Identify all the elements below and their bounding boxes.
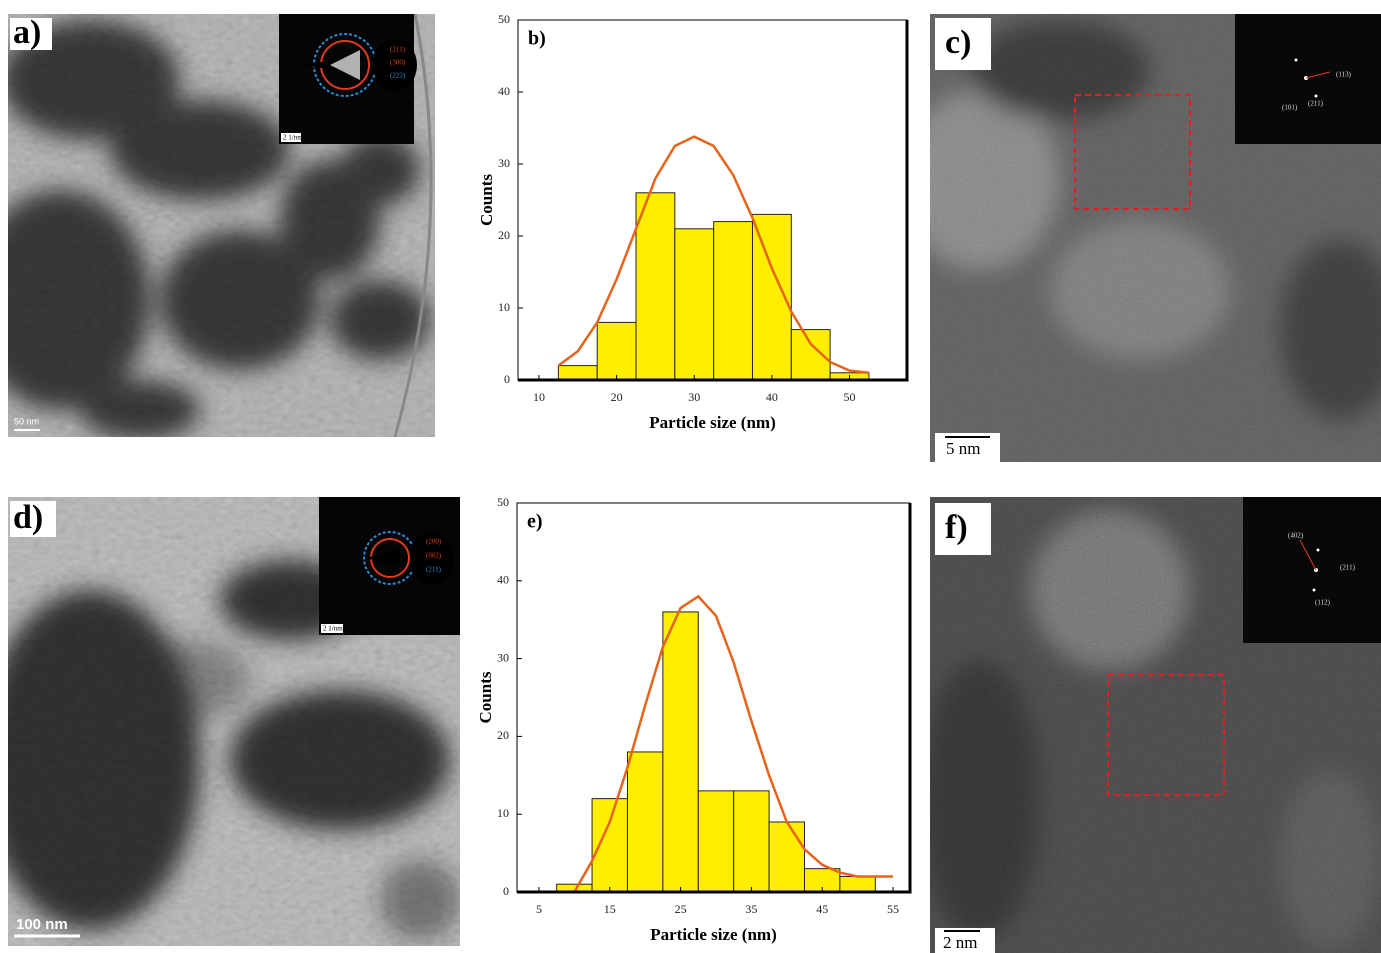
histogram-bar	[597, 322, 636, 380]
y-tick-label: 30	[497, 650, 509, 664]
inset-label: (222)	[390, 72, 406, 80]
inset-label: (300)	[390, 59, 406, 67]
histogram-bar	[714, 222, 753, 380]
inset-label: (402)	[1288, 532, 1304, 540]
x-tick-label: 30	[688, 390, 700, 404]
x-axis-label: Particle size (nm)	[649, 413, 776, 432]
y-tick-label: 20	[498, 228, 510, 242]
x-tick-label: 10	[533, 390, 545, 404]
y-tick-label: 0	[503, 884, 509, 898]
panel-label: d)	[13, 499, 43, 536]
scale-bar: 5 nm	[946, 439, 980, 458]
inset-label: (211)	[1308, 100, 1324, 108]
scale-bar: 50 nm	[14, 416, 39, 426]
inset-label: (200)	[426, 538, 442, 546]
scale-bar: 2 nm	[943, 933, 977, 952]
y-tick-label: 30	[498, 156, 510, 170]
inset-label: (211)	[390, 46, 406, 54]
histogram-bar	[663, 612, 698, 892]
x-tick-label: 40	[766, 390, 778, 404]
panel-label: a)	[13, 14, 41, 51]
inset-label: (211)	[1340, 564, 1356, 572]
histogram-bar	[675, 229, 714, 380]
panel-label: c)	[945, 24, 971, 61]
x-tick-label: 45	[816, 902, 828, 916]
fft-inset	[1243, 497, 1381, 643]
panel-label: e)	[527, 511, 543, 533]
inset-scale: 2 1/nm	[283, 134, 303, 142]
histogram-bar	[840, 876, 875, 892]
page: {"panels": [ {"label": "a)", "scale_bar"…	[0, 0, 1381, 953]
figure: (211) (300) (222) 2 1/nm a) 50 nm (113) …	[0, 0, 1381, 953]
inset-scale: 2 1/nm	[323, 625, 343, 633]
y-tick-label: 40	[498, 84, 510, 98]
y-tick-label: 50	[497, 495, 509, 509]
x-tick-label: 55	[887, 902, 899, 916]
y-tick-label: 10	[498, 300, 510, 314]
histogram-bar	[734, 791, 769, 892]
fft-inset	[1235, 14, 1381, 144]
x-tick-label: 15	[604, 902, 616, 916]
y-axis-label: Counts	[477, 174, 496, 226]
inset-label: (101)	[1282, 104, 1298, 112]
x-axis-label: Particle size (nm)	[650, 925, 777, 944]
y-tick-label: 0	[504, 372, 510, 386]
histogram-bar	[627, 752, 662, 892]
y-tick-label: 10	[497, 806, 509, 820]
y-tick-label: 50	[498, 12, 510, 26]
histogram-bar	[558, 366, 597, 380]
x-tick-label: 50	[844, 390, 856, 404]
inset-label: (113)	[1336, 71, 1352, 79]
y-axis-label: Counts	[476, 671, 495, 723]
inset-label: (112)	[1315, 599, 1331, 607]
x-tick-label: 5	[536, 902, 542, 916]
histogram-bar	[592, 799, 627, 892]
scale-bar: 100 nm	[16, 916, 68, 933]
inset-label: (002)	[426, 552, 442, 560]
y-tick-label: 20	[497, 728, 509, 742]
panel-label: f)	[945, 509, 968, 546]
y-tick-label: 40	[497, 573, 509, 587]
histogram-bar	[636, 193, 675, 380]
panel-label: b)	[528, 28, 546, 50]
histogram-bar	[698, 791, 733, 892]
x-tick-label: 20	[611, 390, 623, 404]
inset-label: (211)	[426, 566, 442, 574]
histogram-bar	[769, 822, 804, 892]
x-tick-label: 35	[745, 902, 757, 916]
x-tick-label: 25	[675, 902, 687, 916]
histogram-bar	[791, 330, 830, 380]
